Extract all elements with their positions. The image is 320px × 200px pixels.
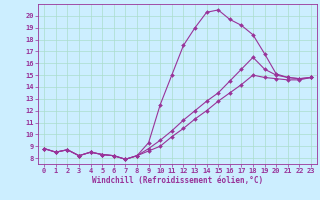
X-axis label: Windchill (Refroidissement éolien,°C): Windchill (Refroidissement éolien,°C) <box>92 176 263 185</box>
